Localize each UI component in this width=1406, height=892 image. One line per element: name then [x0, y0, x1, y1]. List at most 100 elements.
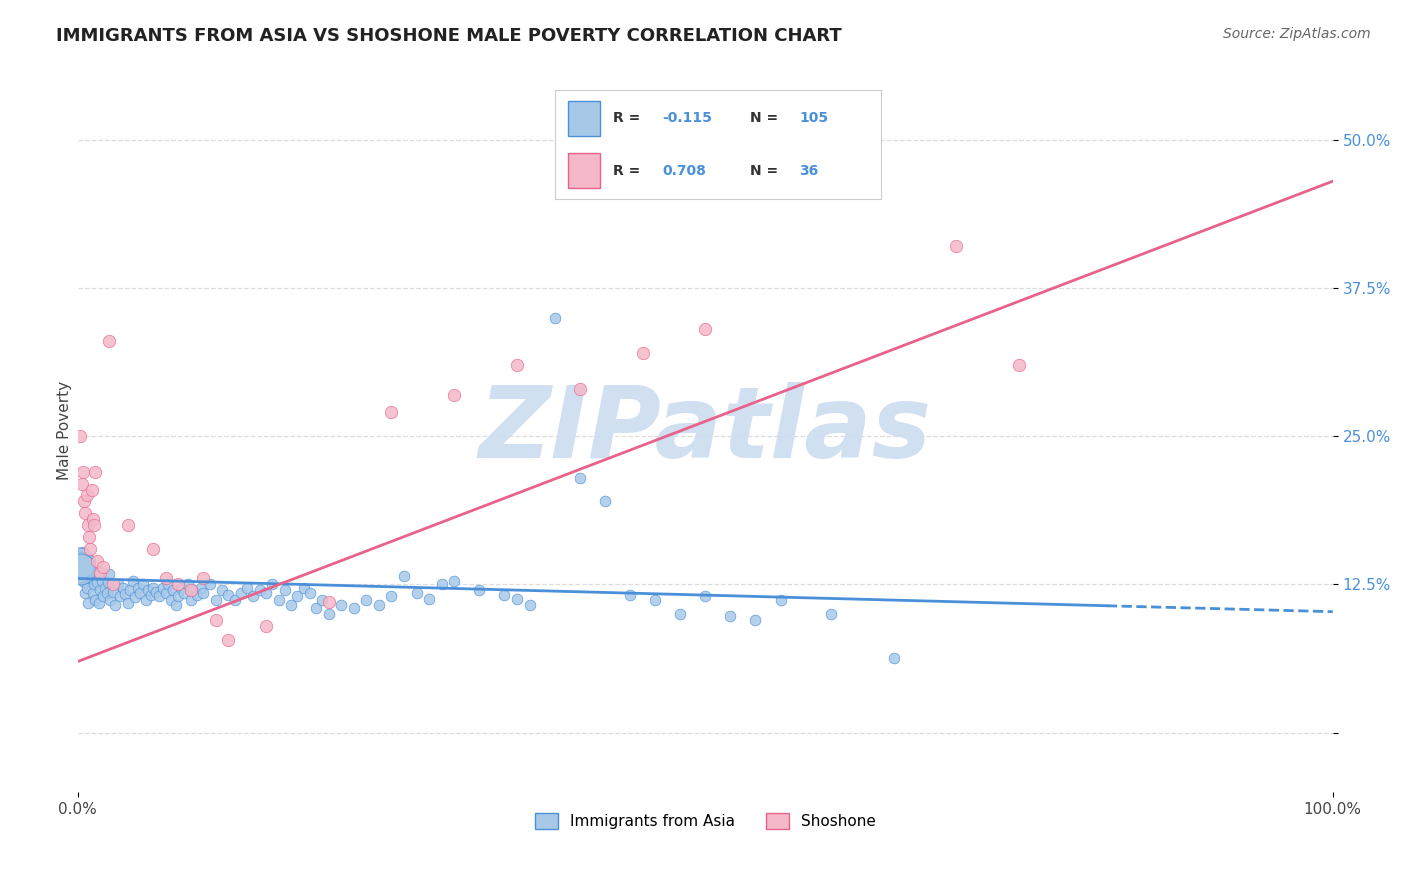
- Point: [217, 588, 239, 602]
- Point: [392, 569, 415, 583]
- Point: [79, 554, 101, 568]
- Text: ZIPatlas: ZIPatlas: [478, 382, 932, 479]
- Point: [91, 589, 114, 603]
- Point: [695, 322, 717, 336]
- Point: [101, 577, 124, 591]
- Point: [157, 577, 180, 591]
- Point: [619, 588, 641, 602]
- Point: [120, 583, 142, 598]
- Point: [443, 574, 465, 588]
- Point: [86, 554, 108, 568]
- Point: [177, 577, 200, 591]
- Point: [101, 584, 124, 599]
- Point: [80, 572, 103, 586]
- Point: [236, 581, 259, 595]
- Point: [73, 575, 96, 590]
- Point: [117, 518, 139, 533]
- Point: [142, 581, 165, 595]
- Point: [318, 607, 340, 621]
- Point: [129, 585, 152, 599]
- Point: [494, 588, 516, 602]
- Point: [69, 568, 91, 582]
- Point: [169, 581, 191, 595]
- Point: [82, 512, 104, 526]
- Point: [718, 609, 741, 624]
- Point: [180, 592, 202, 607]
- Point: [127, 581, 149, 595]
- Point: [75, 506, 97, 520]
- Point: [117, 596, 139, 610]
- Point: [292, 581, 315, 595]
- Point: [262, 577, 284, 591]
- Point: [506, 358, 529, 372]
- Point: [254, 619, 277, 633]
- Point: [318, 595, 340, 609]
- Point: [242, 589, 264, 603]
- Point: [134, 592, 156, 607]
- Point: [87, 596, 110, 610]
- Point: [631, 346, 654, 360]
- Point: [311, 592, 333, 607]
- Point: [519, 598, 541, 612]
- Point: [67, 559, 90, 574]
- Point: [568, 471, 591, 485]
- Point: [165, 598, 187, 612]
- Point: [217, 633, 239, 648]
- Point: [76, 518, 98, 533]
- Point: [343, 601, 366, 615]
- Point: [280, 598, 302, 612]
- Point: [204, 592, 226, 607]
- Point: [139, 588, 162, 602]
- Point: [87, 568, 110, 582]
- Point: [380, 589, 402, 603]
- Point: [418, 591, 440, 606]
- Point: [285, 589, 308, 603]
- Point: [98, 566, 121, 581]
- Point: [162, 583, 184, 598]
- Point: [70, 556, 93, 570]
- Point: [820, 607, 842, 621]
- Point: [72, 545, 94, 559]
- Point: [568, 382, 591, 396]
- Point: [91, 559, 114, 574]
- Point: [84, 592, 107, 607]
- Point: [82, 585, 104, 599]
- Point: [76, 581, 98, 595]
- Text: Source: ZipAtlas.com: Source: ZipAtlas.com: [1223, 27, 1371, 41]
- Point: [267, 592, 290, 607]
- Point: [190, 581, 212, 595]
- Point: [77, 562, 100, 576]
- Point: [76, 596, 98, 610]
- Point: [193, 585, 215, 599]
- Point: [198, 577, 221, 591]
- Point: [84, 465, 107, 479]
- Point: [180, 583, 202, 598]
- Point: [211, 583, 233, 598]
- Point: [90, 574, 112, 588]
- Point: [186, 588, 208, 602]
- Point: [430, 577, 453, 591]
- Y-axis label: Male Poverty: Male Poverty: [58, 381, 72, 480]
- Point: [107, 577, 129, 591]
- Point: [94, 581, 117, 595]
- Point: [148, 589, 170, 603]
- Point: [124, 591, 146, 605]
- Point: [80, 483, 103, 497]
- Point: [468, 583, 491, 598]
- Point: [173, 585, 195, 599]
- Point: [181, 583, 204, 598]
- Point: [945, 239, 967, 253]
- Point: [298, 585, 321, 599]
- Point: [145, 584, 167, 599]
- Point: [155, 585, 177, 599]
- Point: [155, 572, 177, 586]
- Point: [69, 550, 91, 565]
- Point: [204, 613, 226, 627]
- Point: [122, 574, 145, 588]
- Point: [380, 405, 402, 419]
- Point: [83, 518, 105, 533]
- Point: [305, 601, 328, 615]
- Point: [330, 598, 353, 612]
- Point: [152, 581, 174, 595]
- Point: [249, 583, 271, 598]
